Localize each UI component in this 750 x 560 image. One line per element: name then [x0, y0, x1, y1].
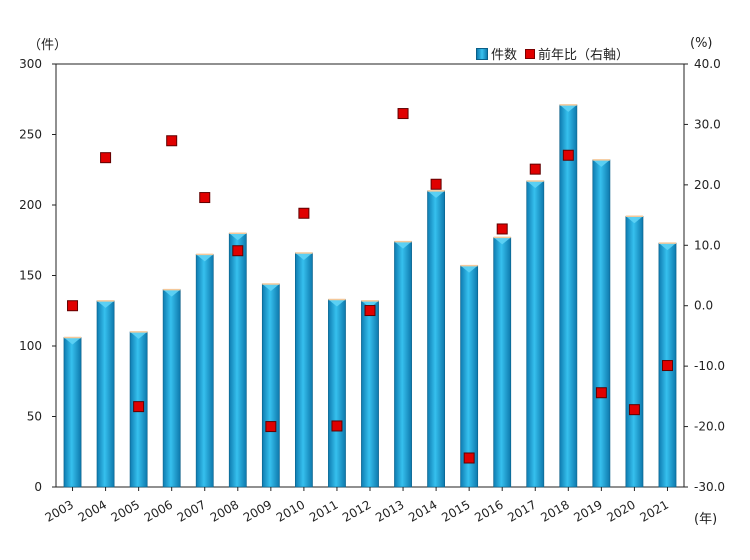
x-tick-label: 2017 [505, 497, 538, 524]
bar [493, 237, 512, 488]
legend: 件数 前年比（右軸） [476, 44, 629, 63]
left-tick-label: 150 [19, 269, 42, 283]
yoy-marker [100, 152, 112, 164]
x-tick-label: 2006 [142, 497, 175, 524]
bar [63, 337, 82, 488]
x-tick-label: 2009 [241, 497, 274, 524]
x-tick-label: 2011 [307, 497, 340, 524]
left-tick-label: 300 [19, 57, 42, 71]
bar [195, 254, 214, 488]
right-tick-label: 40.0 [694, 57, 721, 71]
legend-bar-swatch [476, 47, 488, 60]
right-tick-label: -10.0 [694, 359, 725, 373]
bar [162, 289, 181, 488]
left-tick-label: 250 [19, 128, 42, 142]
bar-top-bevel [130, 331, 148, 339]
x-tick-label: 2012 [340, 497, 373, 524]
bar-top-bevel [361, 300, 379, 308]
right-tick-label: 20.0 [694, 178, 721, 192]
x-tick-label: 2018 [538, 497, 571, 524]
bar-top-bevel [229, 233, 247, 241]
yoy-marker [166, 135, 178, 147]
right-tick-label: 10.0 [694, 238, 721, 252]
bar-top-bevel [460, 265, 478, 273]
left-tick-label: 0 [34, 480, 42, 494]
bar [228, 232, 247, 488]
bar-top-bevel [295, 252, 313, 260]
bar-top-bevel [394, 241, 412, 249]
yoy-marker [562, 149, 574, 161]
yoy-marker [463, 452, 475, 464]
x-tick-label: 2010 [274, 497, 307, 524]
bar-top-bevel [163, 289, 181, 297]
x-tick-label: 2019 [571, 497, 604, 524]
yoy-marker [67, 300, 79, 312]
bar [394, 241, 412, 488]
legend-marker-label: 前年比（右軸） [538, 48, 630, 63]
x-tick-label: 2005 [109, 497, 142, 524]
bar-top-bevel [493, 237, 511, 245]
x-tick-label: 2016 [472, 497, 505, 524]
bar [261, 283, 280, 488]
bar-top-bevel [559, 104, 577, 112]
x-tick-label: 2014 [406, 497, 439, 524]
x-tick-label: 2004 [76, 497, 109, 524]
yoy-marker [364, 305, 376, 317]
bar-top-bevel [196, 254, 214, 262]
yoy-marker [298, 207, 310, 219]
bar-top-bevel [592, 159, 610, 167]
right-tick-label: 30.0 [694, 117, 721, 131]
yoy-marker [496, 223, 508, 235]
bar-top-bevel [328, 299, 346, 307]
yoy-marker [628, 404, 640, 416]
x-tick-label: 2008 [208, 497, 241, 524]
yoy-marker [397, 108, 409, 120]
right-tick-label: -30.0 [694, 480, 725, 494]
right-axis-unit: (%) [690, 36, 713, 51]
yoy-marker [529, 163, 541, 175]
left-tick-label: 100 [19, 339, 42, 353]
bar-top-bevel [262, 283, 280, 291]
bar [526, 180, 545, 488]
bar [361, 300, 379, 488]
bar [96, 300, 115, 488]
bar [559, 104, 578, 488]
legend-marker-swatch [525, 48, 536, 59]
yoy-marker [331, 420, 343, 432]
x-tick-label: 2007 [175, 497, 208, 524]
bar [625, 215, 644, 488]
x-tick-label: 2021 [638, 497, 671, 524]
x-tick-label: 2020 [604, 497, 637, 524]
bar-top-bevel [526, 181, 544, 189]
bar [295, 252, 313, 488]
bar [592, 159, 611, 488]
bar-top-bevel [427, 190, 445, 198]
left-axis-unit: （件） [28, 38, 68, 53]
right-tick-label: 0.0 [694, 299, 713, 313]
yoy-marker [199, 192, 211, 204]
right-tick-label: -20.0 [694, 420, 725, 434]
bar-top-bevel [63, 337, 82, 345]
bar-top-bevel [96, 300, 115, 308]
bar-top-bevel [625, 216, 644, 224]
x-tick-label: 2003 [43, 497, 76, 524]
plot-area: 0 50 100 150 200 250 300 -30.0 -20.0 -10.0 0.0 10.0… [19, 57, 725, 525]
yoy-marker [595, 387, 607, 399]
yoy-marker [265, 421, 277, 433]
yoy-marker [430, 178, 442, 190]
bar [328, 299, 346, 488]
bar-top-bevel [658, 243, 677, 251]
legend-bar-label: 件数 [491, 48, 518, 63]
bar [427, 190, 445, 488]
x-tick-label: 2015 [439, 497, 472, 524]
left-tick-label: 200 [19, 198, 42, 212]
yoy-marker [133, 401, 145, 413]
x-axis-unit: (年) [694, 512, 718, 527]
left-tick-label: 50 [27, 410, 42, 424]
x-tick-label: 2013 [373, 497, 406, 524]
yoy-marker [232, 245, 244, 257]
yoy-marker [661, 360, 673, 372]
